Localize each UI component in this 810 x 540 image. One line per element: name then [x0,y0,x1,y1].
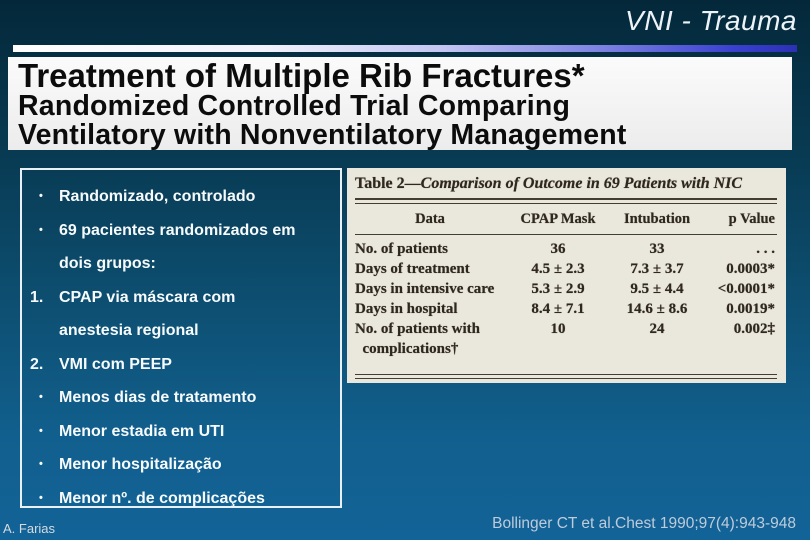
table-cell-intubation: 9.5 ± 4.4 [630,281,684,297]
table-cell-cpap: 4.5 ± 2.3 [531,261,585,277]
bullet-icon: • [39,223,43,236]
bullet-icon: • [39,391,43,403]
table-cell-label: No. of patients with complications† [355,321,481,357]
bullet-icon: • [39,190,43,202]
list-item: • Menor hospitalização [22,448,340,482]
item-number: 2. [30,355,44,373]
table-cell-cpap: 5.3 ± 2.9 [531,281,585,297]
table-double-rule [355,198,777,204]
table-row: Days in hospital 8.4 ± 7.1 14.6 ± 8.6 0.… [355,299,777,319]
paper-title-line-3: Ventilatory with Nonventilatory Manageme… [18,119,627,151]
table-header-row: Data CPAP Mask Intubation p Value [355,204,777,234]
table-cell-p-value: <0.0001* [717,281,775,297]
bullet-icon: • [39,458,43,470]
list-item: 2. VMI com PEEP [22,348,340,382]
table-bottom-rule [355,374,777,379]
table-cell-label: No. of patients [355,241,448,257]
table-row: No. of patients 36 33 . . . [355,239,777,259]
table-cell-label: Days in intensive care [355,281,495,297]
list-item-text: Randomizado, controlado [59,188,256,205]
list-item: • Menor nº. de complicações [22,482,340,516]
table-row: Days of treatment 4.5 ± 2.3 7.3 ± 3.7 0.… [355,259,777,279]
author-credit: A. Farias [3,521,56,536]
list-item: • 69 pacientes randomizados em dois grup… [22,214,340,281]
list-item: • Menos dias de tratamento [22,381,340,415]
table-cell-label: Days in hospital [355,301,458,317]
table-body: No. of patients 36 33 . . . Days of trea… [355,235,777,359]
outcome-table-image: Table 2—Comparison of Outcome in 69 Pati… [347,168,786,383]
list-item: • Randomizado, controlado [22,180,340,214]
list-item-text: Menos dias de tratamento [59,389,257,406]
gradient-divider [13,45,797,52]
table-title-prefix: Table 2— [355,175,421,192]
bullet-list-panel: • Randomizado, controlado • 69 pacientes… [20,168,342,508]
column-header-cpap-mask: CPAP Mask [520,211,596,227]
list-item-text: 69 pacientes randomizados em dois grupos… [59,221,296,273]
table-cell-cpap: 36 [550,241,566,257]
table-cell-p-value: 0.0019* [726,301,775,317]
slide-title: VNI - Trauma [625,5,797,36]
table-cell-p-value: 0.002‡ [733,321,775,337]
bullet-icon: • [39,424,43,437]
table-cell-intubation: 7.3 ± 3.7 [630,261,684,277]
list-item: • Menor estadia em UTI [22,415,340,449]
paper-title-line-2: Randomized Controlled Trial Comparing [18,90,571,122]
list-item-text: Menor nº. de complicações [59,489,265,507]
paper-title-line-1: Treatment of Multiple Rib Fractures* [18,57,585,94]
table-cell-cpap: 10 [550,321,566,337]
list-item-text: Menor hospitalização [59,456,222,473]
column-header-data: Data [415,211,445,227]
table-title: Table 2—Comparison of Outcome in 69 Pati… [355,173,777,195]
table-cell-p-value: . . . [756,241,775,257]
table-cell-p-value: 0.0003* [726,261,775,277]
item-number: 1. [30,288,44,306]
column-header-p-value: p Value [728,211,775,227]
column-header-intubation: Intubation [623,211,691,227]
table-cell-intubation: 33 [649,241,665,257]
bullet-icon: • [39,491,43,504]
table-cell-cpap: 8.4 ± 7.1 [531,301,585,317]
table-cell-intubation: 24 [649,321,665,337]
list-item: 1. CPAP via máscara com anestesia region… [22,281,340,348]
table-row: No. of patients with complications† 10 2… [355,319,777,359]
list-item-text: VMI com PEEP [59,355,172,373]
table-title-text: Comparison of Outcome in 69 Patients wit… [420,175,743,192]
citation-text: Bollinger CT et al.Chest 1990;97(4):943-… [492,515,796,532]
table-cell-intubation: 14.6 ± 8.6 [626,301,688,317]
paper-title-image: Treatment of Multiple Rib Fractures* Ran… [8,57,792,150]
table-cell-label: Days of treatment [355,261,470,277]
list-item-text: CPAP via máscara com anestesia regional [59,288,236,340]
table-row: Days in intensive care 5.3 ± 2.9 9.5 ± 4… [355,279,777,299]
list-item-text: Menor estadia em UTI [59,422,225,440]
table-single-rule [355,234,777,235]
